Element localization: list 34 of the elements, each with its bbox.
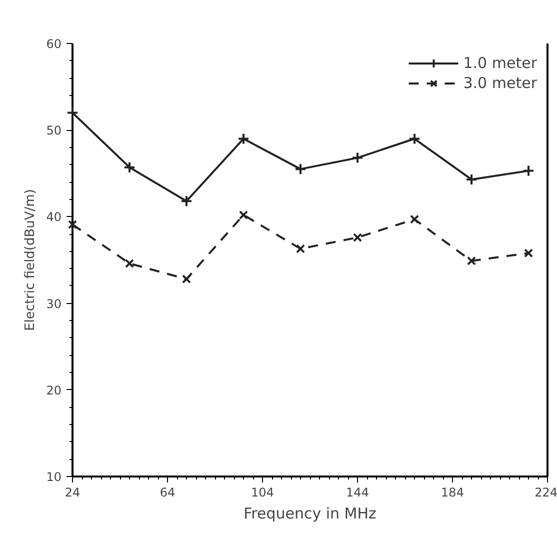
point	[466, 256, 476, 266]
y-tick-label: 10	[46, 470, 62, 484]
x-axis-title: Frequency in MHz	[244, 504, 377, 522]
x-tick-label: 184	[441, 486, 464, 500]
x-tick-label: 64	[160, 486, 176, 500]
y-axis-title: Electric field(dBuV/m)	[23, 189, 38, 331]
point	[238, 132, 250, 145]
point	[68, 220, 78, 230]
point	[238, 210, 248, 220]
y-tick-label: 20	[46, 383, 62, 398]
point	[296, 244, 306, 254]
point	[294, 163, 306, 176]
x-tick-label: 24	[64, 486, 80, 500]
x-tick-label: 104	[251, 486, 274, 500]
x-tick-label: 144	[346, 486, 369, 500]
y-tick-label: 50	[46, 124, 62, 138]
point	[524, 248, 534, 258]
point	[124, 258, 134, 268]
y-tick-label: 30	[46, 296, 62, 311]
point	[408, 132, 420, 145]
point	[182, 274, 192, 284]
point	[466, 173, 478, 186]
y-tick-label: 60	[46, 37, 62, 51]
point	[410, 214, 420, 224]
point	[180, 195, 192, 208]
y-tick-label: 40	[46, 210, 62, 224]
legend-label: 1.0 meter	[463, 54, 537, 72]
point	[352, 232, 362, 242]
x-tick-label: 224	[534, 486, 557, 500]
legend-label: 3.0 meter	[463, 74, 537, 92]
point	[352, 152, 364, 164]
point	[66, 106, 78, 119]
point	[522, 164, 534, 177]
point	[124, 161, 136, 174]
